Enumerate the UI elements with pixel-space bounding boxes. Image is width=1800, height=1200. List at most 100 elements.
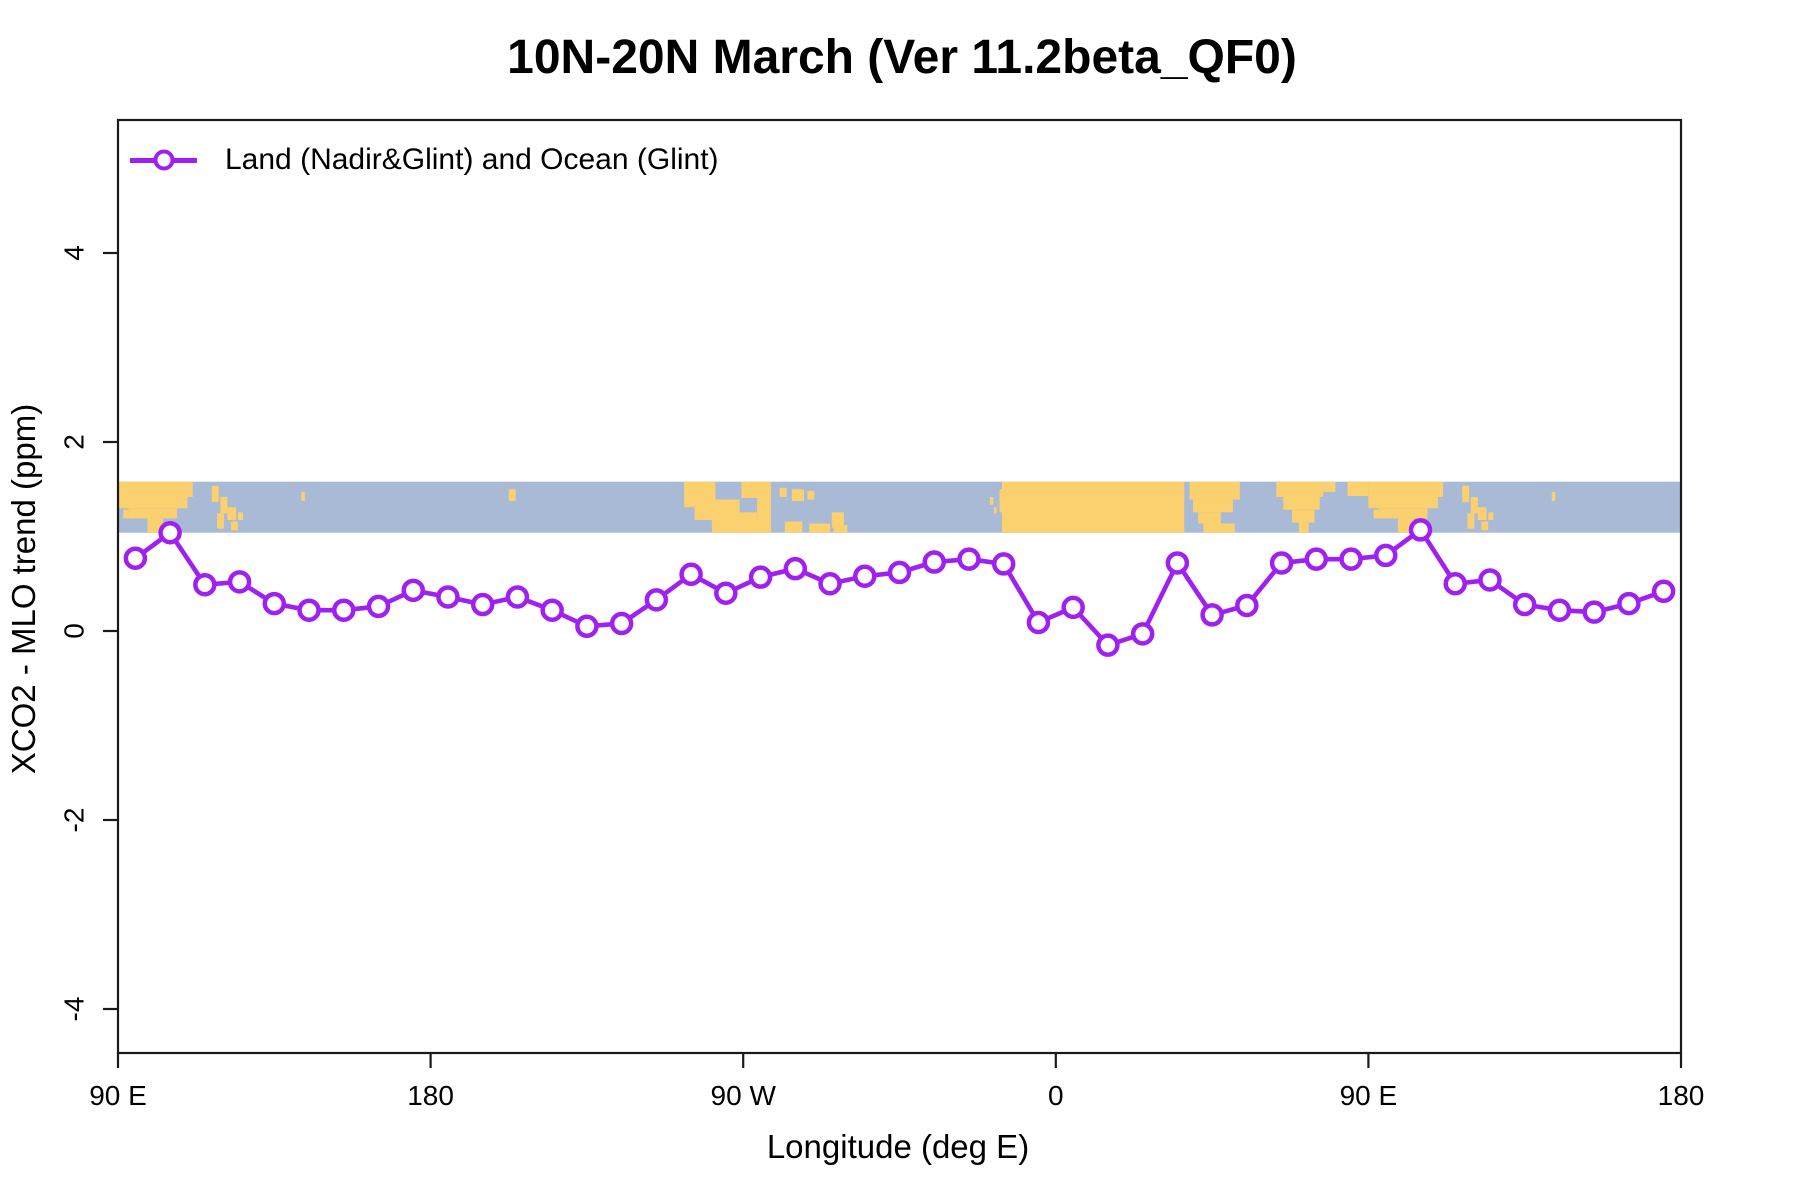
data-point-marker [644, 588, 669, 612]
data-point-marker [262, 591, 287, 616]
data-point-marker [1582, 600, 1606, 624]
data-point-marker [1200, 603, 1224, 627]
data-point-marker [1061, 595, 1085, 620]
data-point-marker [1269, 551, 1294, 575]
data-point-marker [436, 585, 460, 609]
data-point-marker [853, 564, 877, 588]
map-band-land-patch [1189, 481, 1240, 500]
map-band-land-patch [508, 489, 516, 502]
map-band-land-patch [1276, 481, 1324, 497]
y-axis-tick-label: 4 [58, 245, 89, 261]
data-point-marker [1651, 579, 1676, 604]
map-band-land-patch [1291, 509, 1315, 523]
map-band-land-patch [1298, 522, 1309, 533]
data-point-marker [366, 594, 391, 619]
map-band-land-patch [791, 489, 804, 502]
map-band-land-patch [809, 523, 831, 533]
data-point-marker [1443, 572, 1467, 596]
map-band-land-patch [1477, 507, 1487, 520]
map-band-land-patch [301, 491, 305, 502]
map-band-ocean [118, 481, 1681, 533]
x-axis-label: Longitude (deg E) [766, 1128, 1030, 1165]
data-point-marker [1339, 547, 1363, 571]
map-band-land-patch [1368, 481, 1438, 509]
map-band-land-patch [1203, 523, 1235, 533]
data-point-marker [193, 572, 217, 597]
map-band-land-patch [807, 490, 815, 500]
data-point-marker [470, 592, 495, 617]
data-point-marker [227, 570, 252, 594]
x-axis-tick-label: 180 [1658, 1080, 1705, 1111]
map-band-land-patch [736, 519, 771, 533]
x-axis-tick-label: 0 [1048, 1080, 1064, 1111]
map-band-land-patch [831, 512, 844, 528]
series-line [133, 527, 1666, 648]
data-point-marker [1617, 591, 1641, 616]
legend: Land (Nadir&Glint) and Ocean (Glint) [130, 138, 719, 182]
data-point-marker [1026, 610, 1051, 635]
data-point-marker [123, 546, 148, 570]
data-point-marker [332, 598, 356, 622]
map-band-land-patch [784, 521, 803, 533]
chart-title: 10N-20N March (Ver 11.2beta_QF0) [507, 31, 1297, 84]
data-point-marker [783, 556, 808, 581]
data-point-marker [1096, 633, 1120, 657]
map-band-land-patch [1373, 509, 1379, 519]
plot-border [116, 118, 1683, 1055]
data-point-marker [297, 598, 321, 622]
data-point-marker [540, 598, 564, 622]
data-point-marker [922, 550, 946, 574]
map-band-land-patch [1470, 496, 1478, 514]
y-axis-tick-label: 0 [58, 623, 89, 639]
data-point-marker [575, 614, 599, 639]
map-band-land-patch [237, 512, 244, 520]
map-band-land-patch [757, 498, 771, 520]
map-band-land-patch [1467, 513, 1475, 529]
data-point-marker [679, 562, 703, 587]
map-band-land-patch [1462, 485, 1470, 503]
legend-label: Land (Nadir&Glint) and Ocean (Glint) [225, 143, 719, 176]
y-axis-tick-label: 2 [58, 434, 89, 450]
data-point-marker [1165, 551, 1190, 575]
map-band-land-patch [1429, 481, 1444, 497]
map-band-land-patch [1481, 521, 1489, 531]
map-band-land-patch [1283, 496, 1320, 510]
map-band-land-patch [833, 525, 848, 533]
map-band-land-patch [220, 496, 228, 514]
map-band-land-patch [1488, 512, 1494, 520]
data-point-marker [609, 611, 634, 636]
map-band-land-patch [1192, 499, 1233, 513]
map-band-land-patch [1001, 481, 1185, 533]
y-axis-tick-label: -4 [58, 997, 89, 1022]
map-band-land-patch [123, 509, 129, 519]
map-band-land-patch [989, 496, 994, 505]
data-point-marker [991, 552, 1016, 576]
map-band-land-patch [1323, 481, 1336, 492]
data-point-marker [158, 520, 182, 545]
map-band-land-patch [128, 508, 178, 519]
map-band-land-patch [216, 513, 224, 529]
map-band-land-patch [1551, 491, 1556, 502]
map-band-land-patch [211, 485, 219, 503]
x-axis-tick-label: 90 E [89, 1080, 147, 1111]
legend-open-circle-icon [153, 149, 174, 171]
map-band-land-patch [741, 481, 771, 499]
map-band-land-patch [779, 487, 787, 497]
legend-line-sample [130, 149, 197, 171]
data-point-marker [1304, 547, 1329, 571]
map-band-land-patch [993, 507, 997, 514]
map-band-land-patch [1198, 512, 1221, 524]
map-band-land-patch [230, 521, 238, 531]
data-point-marker [887, 560, 912, 585]
y-axis-tick-label: -2 [58, 808, 89, 833]
data-point-marker [1374, 543, 1398, 568]
data-point-marker [957, 547, 981, 571]
data-point-marker [505, 585, 530, 609]
data-point-marker [1547, 598, 1572, 622]
map-band-land-patch [999, 489, 1002, 513]
map-band-land-patch [1347, 481, 1369, 496]
data-point-marker [1130, 622, 1155, 646]
data-point-marker [1408, 518, 1433, 542]
